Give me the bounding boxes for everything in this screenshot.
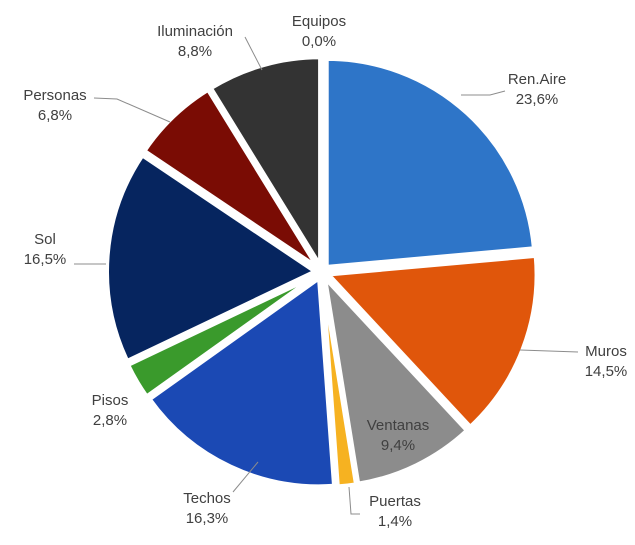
percent-label-techos: 16,3% xyxy=(186,510,229,527)
percent-label-pisos: 2,8% xyxy=(93,412,127,429)
category-label-ventanas: Ventanas xyxy=(367,417,430,434)
category-label-equipos: Equipos xyxy=(292,13,346,30)
pie-slice-techos xyxy=(147,276,337,489)
percent-label-iluminacion: 8,8% xyxy=(178,43,212,60)
leader-line-ren-aire xyxy=(461,90,506,96)
leader-line-techos xyxy=(232,461,259,493)
category-label-puertas: Puertas xyxy=(369,493,421,510)
category-label-sol: Sol xyxy=(34,231,56,248)
leader-line-personas xyxy=(93,97,171,123)
percent-label-personas: 6,8% xyxy=(38,107,72,124)
pie-slice-ventanas xyxy=(323,276,469,486)
leader-line-muros xyxy=(519,349,579,353)
percent-label-equipos: 0,0% xyxy=(302,33,336,50)
data-labels-layer: Ren.Aire 23,6% Muros 14,5% Ventanas 9,4% Puert… xyxy=(23,13,627,530)
percent-label-ventanas: 9,4% xyxy=(381,437,415,454)
category-label-ren-aire: Ren.Aire xyxy=(508,71,566,88)
pie-slice-pisos xyxy=(126,273,318,399)
category-label-pisos: Pisos xyxy=(92,392,129,409)
category-label-personas: Personas xyxy=(23,87,86,104)
category-label-techos: Techos xyxy=(183,490,231,507)
percent-label-muros: 14,5% xyxy=(585,363,628,380)
category-label-iluminacion: Iluminación xyxy=(157,23,233,40)
pie-slice-ren-aire xyxy=(324,56,536,269)
slices-layer xyxy=(105,55,539,489)
pie-slice-personas xyxy=(142,87,320,269)
leader-line-iluminacion xyxy=(244,36,263,71)
pie-slice-muros xyxy=(326,253,539,429)
pie-slice-sol xyxy=(105,153,318,363)
leader-lines-layer xyxy=(74,36,579,515)
pie-slice-iluminacion xyxy=(208,55,323,268)
pie-slice-puertas xyxy=(320,276,358,489)
percent-label-sol: 16,5% xyxy=(24,251,67,268)
leader-line-puertas xyxy=(348,486,360,515)
percent-label-puertas: 1,4% xyxy=(378,513,412,530)
category-label-muros: Muros xyxy=(585,343,627,360)
percent-label-ren-aire: 23,6% xyxy=(516,91,559,108)
